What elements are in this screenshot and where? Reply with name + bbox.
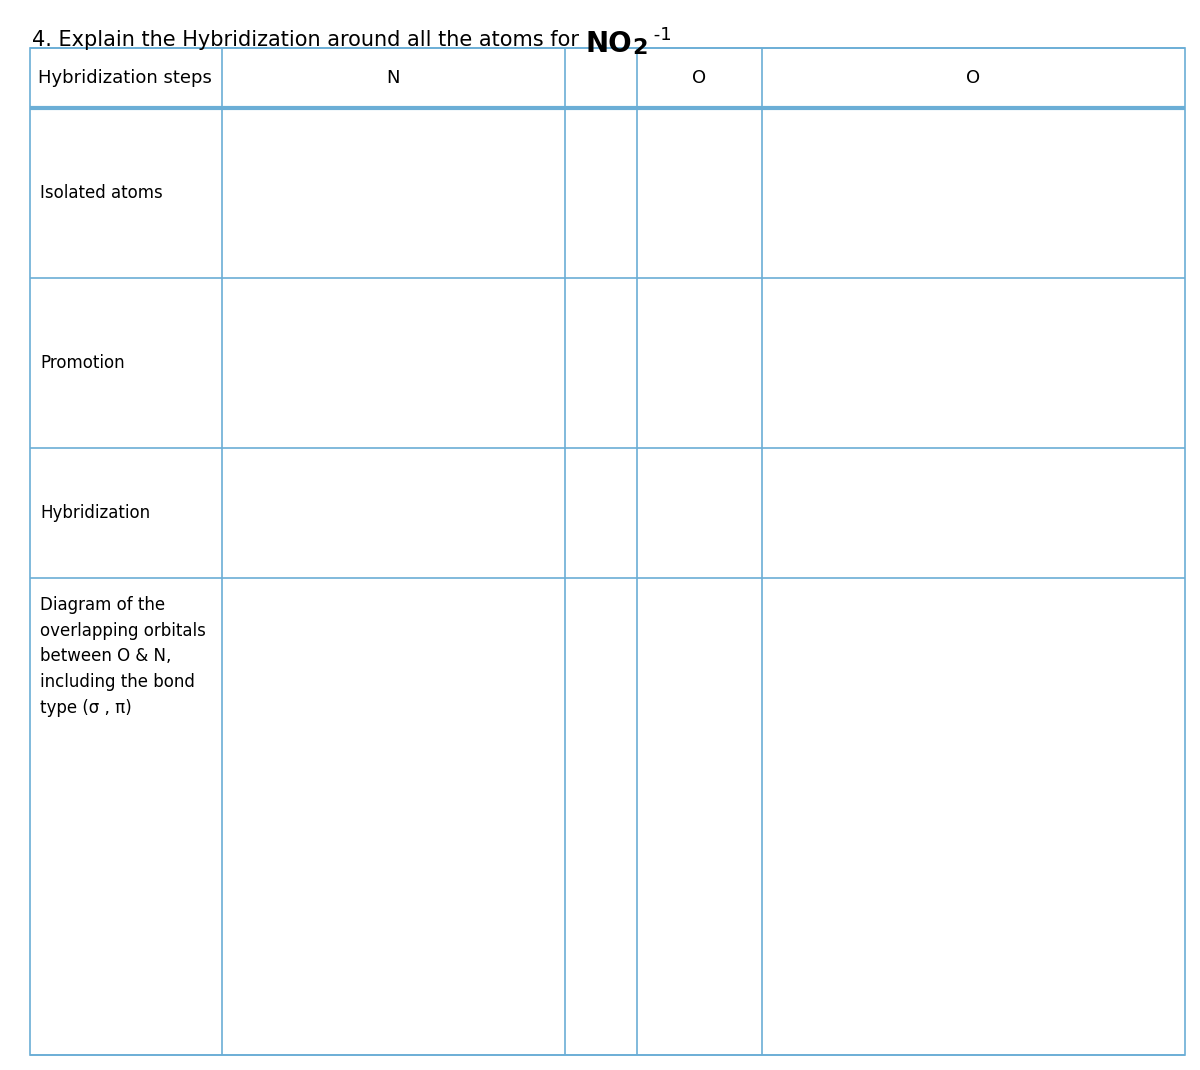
Text: Hybridization: Hybridization [40, 504, 150, 522]
Text: Hybridization steps: Hybridization steps [38, 68, 212, 87]
Text: NO: NO [586, 30, 632, 58]
Text: -1: -1 [648, 26, 671, 44]
Text: Isolated atoms: Isolated atoms [40, 184, 163, 202]
Text: Diagram of the
overlapping orbitals
between O & N,
including the bond
type (σ , : Diagram of the overlapping orbitals betw… [40, 596, 206, 717]
Text: Promotion: Promotion [40, 354, 125, 372]
Text: O: O [966, 68, 980, 87]
Text: 2: 2 [632, 39, 648, 58]
Text: N: N [386, 68, 401, 87]
Text: O: O [692, 68, 707, 87]
Text: 4. Explain the Hybridization around all the atoms for: 4. Explain the Hybridization around all … [32, 30, 586, 50]
